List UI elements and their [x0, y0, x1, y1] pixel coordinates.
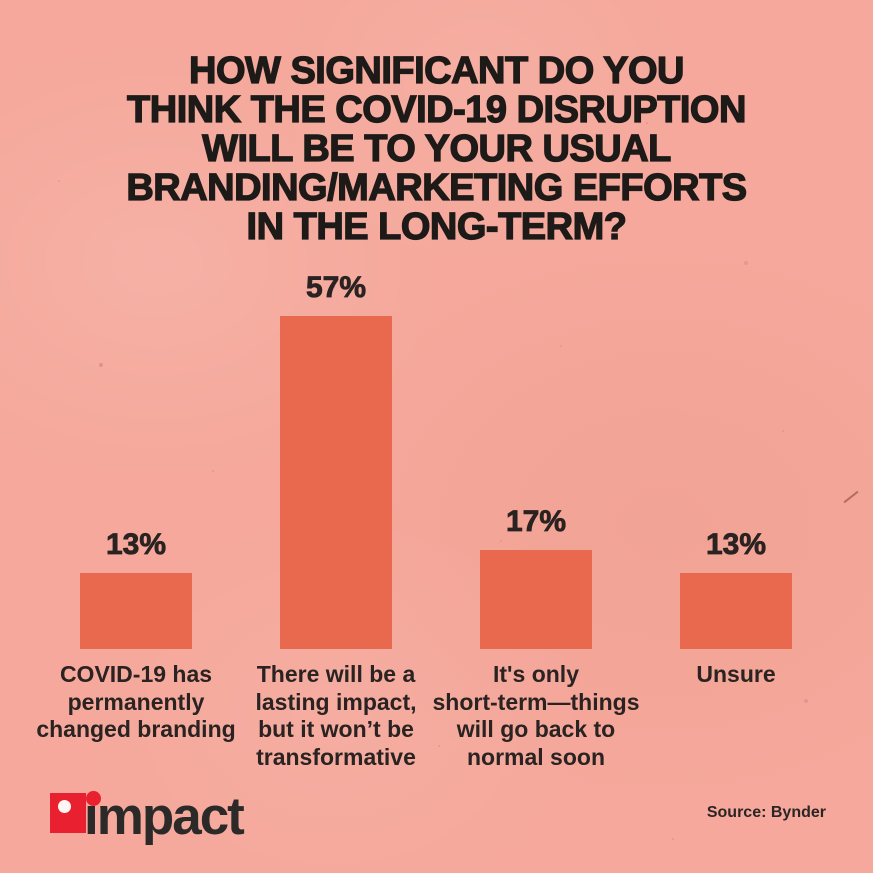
bar-column: 17% It's only short-term—things will go …	[433, 0, 640, 873]
bar-category-label: It's only short-term—things will go back…	[432, 661, 640, 770]
impact-logo-wordmark: impact	[84, 787, 245, 846]
bar-value-label: 57%	[305, 271, 367, 304]
bar-category-label: COVID-19 has permanently changed brandin…	[36, 661, 236, 742]
bar-column: 57% There will be a lasting impact, but …	[236, 0, 436, 873]
bar-value-label: 13%	[105, 528, 167, 561]
bar-rect	[480, 550, 592, 649]
bar-category-label: Unsure	[696, 661, 776, 687]
impact-logo-square-dot-icon	[58, 800, 71, 813]
bar-rect	[680, 573, 792, 649]
paper-scratch	[843, 490, 859, 504]
chart-title: HOW SIGNIFICANT DO YOU THINK THE COVID-1…	[126, 50, 748, 248]
bar-rect	[80, 573, 192, 649]
bar-column: 13% COVID-19 has permanently changed bra…	[36, 0, 236, 873]
bar-rect	[280, 316, 392, 649]
source-credit: Source: Bynder	[706, 804, 826, 821]
paper-specks	[0, 0, 2, 2]
bar-value-label: 13%	[705, 528, 767, 561]
bar-column: 13% Unsure	[636, 0, 836, 873]
bar-value-label: 17%	[505, 505, 567, 538]
impact-logo-square-icon	[50, 793, 86, 833]
impact-logo-i-dot-icon	[86, 791, 101, 806]
bar-category-label: There will be a lasting impact, but it w…	[255, 661, 417, 770]
